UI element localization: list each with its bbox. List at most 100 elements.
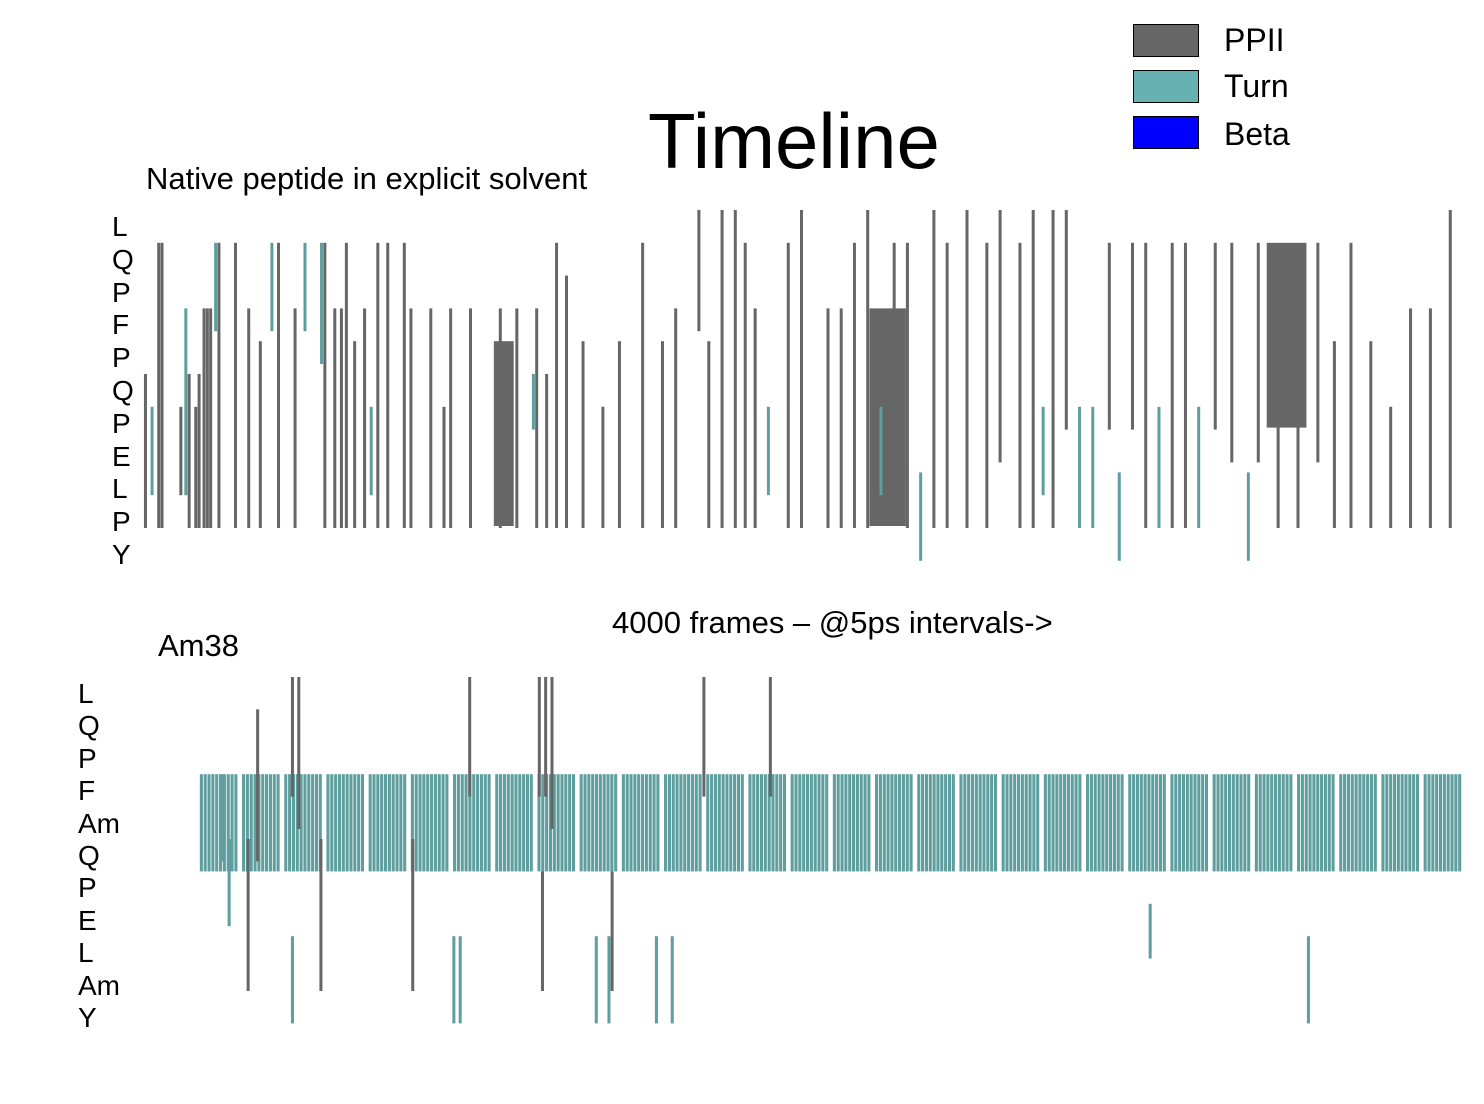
turn-bar xyxy=(1116,774,1120,872)
turn-bar xyxy=(460,774,464,872)
turn-bar xyxy=(1254,774,1258,872)
turn-bar xyxy=(1151,774,1155,872)
turn-bar xyxy=(1128,774,1132,872)
turn-bar xyxy=(1408,774,1412,872)
turn-bar xyxy=(917,774,921,872)
turn-bar xyxy=(648,774,652,872)
turn-bar xyxy=(272,774,276,872)
turn-bar xyxy=(268,774,272,872)
turn-bar xyxy=(345,774,349,872)
turn-bar xyxy=(499,774,503,872)
state-segment xyxy=(702,677,706,797)
turn-bar xyxy=(733,774,737,872)
state-segment xyxy=(998,210,1002,463)
turn-bar xyxy=(376,774,380,872)
turn-bar xyxy=(813,774,817,872)
turn-bar xyxy=(1266,774,1270,872)
turn-bar xyxy=(852,774,856,872)
state-segment xyxy=(1170,242,1174,529)
turn-bar xyxy=(978,774,982,872)
turn-bar xyxy=(1450,774,1454,872)
state-segment xyxy=(197,374,201,528)
turn-bar xyxy=(1327,774,1331,872)
state-segment xyxy=(297,677,301,829)
turn-bar xyxy=(782,774,787,872)
turn-bar xyxy=(633,774,637,872)
turn-bar xyxy=(890,774,894,872)
turn-bar xyxy=(752,774,756,872)
state-segment xyxy=(442,406,446,528)
turn-bar xyxy=(1435,774,1439,872)
turn-bar xyxy=(307,774,311,872)
turn-bar xyxy=(664,774,668,872)
turn-bar xyxy=(951,774,955,872)
turn-bar xyxy=(1043,774,1047,872)
state-segment xyxy=(319,839,323,991)
state-segment xyxy=(550,677,554,829)
turn-bar xyxy=(1036,774,1040,872)
turn-bar xyxy=(456,774,460,872)
turn-bar xyxy=(1139,774,1143,872)
state-segment xyxy=(852,242,856,529)
turn-bar xyxy=(1063,774,1067,872)
turn-bar xyxy=(571,774,576,872)
turn-bar xyxy=(1132,774,1136,872)
turn-bar xyxy=(1300,774,1304,872)
residue-label: Am xyxy=(78,969,120,1001)
turn-bar xyxy=(982,774,986,872)
turn-bar xyxy=(855,774,859,872)
turn-bar xyxy=(219,774,223,872)
turn-bar xyxy=(1028,774,1032,872)
turn-bar xyxy=(1024,774,1028,872)
turn-bar xyxy=(1051,774,1055,872)
turn-bar xyxy=(844,774,848,872)
turn-bar xyxy=(821,774,825,872)
state-segment xyxy=(429,308,433,528)
residue-label: P xyxy=(78,742,97,774)
turn-bar xyxy=(1224,774,1228,872)
turn-bar xyxy=(560,774,564,872)
residue-label: L xyxy=(112,211,128,242)
state-segment xyxy=(892,242,896,430)
state-segment xyxy=(1031,210,1035,528)
state-segment xyxy=(202,308,206,528)
turn-bar xyxy=(863,774,867,872)
state-segment xyxy=(515,308,519,528)
state-segment xyxy=(594,936,598,1024)
residue-label: L xyxy=(78,678,94,709)
residue-label: L xyxy=(112,473,128,505)
state-segment xyxy=(905,242,909,529)
state-segment xyxy=(985,242,989,529)
turn-bar xyxy=(602,774,606,872)
turn-bar xyxy=(476,774,480,872)
turn-bar xyxy=(242,774,246,872)
turn-bar xyxy=(1320,774,1324,872)
turn-bar xyxy=(775,774,779,872)
turn-bar xyxy=(905,774,909,872)
state-segment xyxy=(1157,406,1161,528)
turn-bar xyxy=(1396,774,1400,872)
turn-bar xyxy=(430,774,434,872)
state-segment xyxy=(233,242,237,529)
turn-bar xyxy=(1174,774,1178,872)
legend-swatch-beta xyxy=(1133,116,1199,149)
turn-bar xyxy=(445,774,449,872)
state-segment xyxy=(179,406,183,496)
turn-bar xyxy=(1454,774,1458,872)
turn-bar xyxy=(495,774,499,872)
turn-bar xyxy=(886,774,890,872)
state-segment xyxy=(654,936,658,1024)
state-segment xyxy=(458,936,462,1024)
turn-bar xyxy=(1055,774,1059,872)
turn-bar xyxy=(207,774,211,872)
turn-bar xyxy=(1109,774,1113,872)
turn-bar xyxy=(591,774,595,872)
turn-bar xyxy=(518,774,522,872)
residue-label: P xyxy=(112,407,131,439)
turn-bar xyxy=(967,774,971,872)
turn-bar xyxy=(1009,774,1013,872)
turn-bar xyxy=(598,774,602,872)
state-segment xyxy=(866,210,870,528)
turn-bar xyxy=(771,774,775,872)
state-segment xyxy=(945,242,949,529)
